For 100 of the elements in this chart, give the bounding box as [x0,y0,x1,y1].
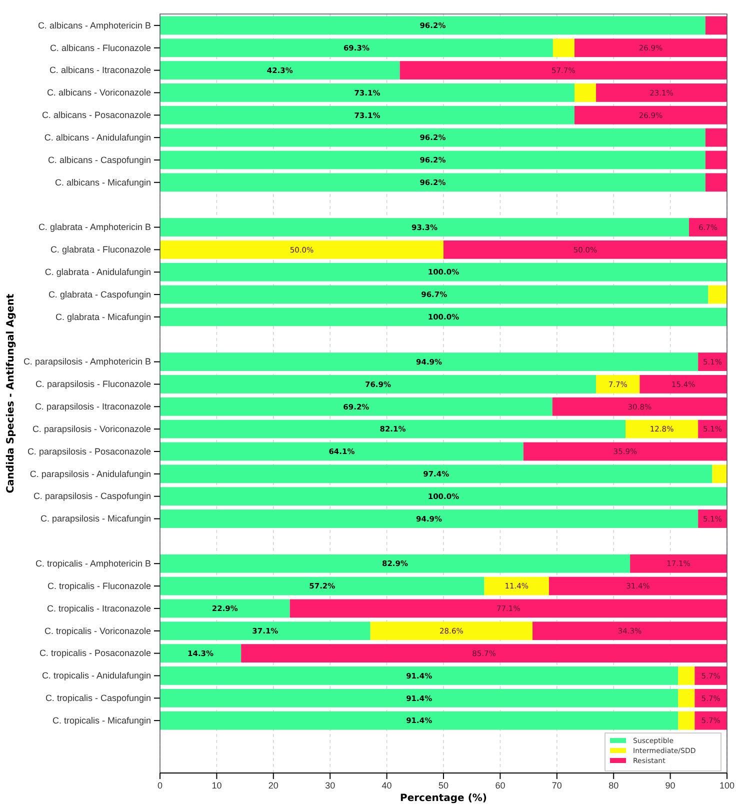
y-tick-label: C. albicans - Posaconazole [42,110,151,120]
bar [160,38,553,58]
bar [712,464,727,484]
bar [160,128,706,147]
bar [160,262,727,282]
bar [523,442,727,461]
bar [708,285,727,304]
bar [698,510,727,528]
bar [160,218,690,236]
bar [705,150,727,170]
bar [160,442,524,461]
bar [160,61,400,80]
bar [241,644,727,662]
bar [160,420,626,438]
y-tick-label: C. tropicalis - Voriconazole [44,626,151,636]
y-tick-label: C. albicans - Itraconazole [49,65,151,76]
y-tick-label: C. tropicalis - Amphotericin B [35,558,151,568]
bar [630,554,727,573]
bar [160,375,596,394]
bar [694,711,727,730]
x-tick-label: 60 [495,780,506,790]
bar [160,576,484,596]
bar [694,666,727,685]
y-tick-label: C. parapsilosis - Fluconazole [35,379,151,390]
bar [370,622,533,640]
y-tick-label: C. tropicalis - Fluconazole [47,580,151,591]
x-tick-label: 100 [719,780,735,790]
y-axis-title: Candida Species - Antifungal Agent [6,293,16,494]
bar [160,487,727,506]
y-tick-label: C. tropicalis - Micafungin [52,715,151,726]
x-tick-label: 90 [665,780,676,790]
bar [678,688,695,708]
y-tick-label: C. parapsilosis - Itraconazole [34,402,151,412]
y-tick-label: C. albicans - Anidulafungin [44,132,151,142]
y-tick-label: C. parapsilosis - Amphotericin B [23,356,151,367]
bar [444,240,727,259]
bar [694,688,727,708]
bar [705,16,727,35]
bar [160,711,678,730]
bar [160,285,708,304]
y-tick-label: C. albicans - Voriconazole [46,88,151,98]
bar [596,375,640,394]
bar [548,576,727,596]
bar [705,173,727,192]
x-tick-label: 50 [438,780,449,790]
bar [160,622,370,640]
y-tick-label: C. parapsilosis - Posaconazole [27,446,151,456]
y-tick-label: C. glabrata - Amphotericin B [38,222,151,232]
bar [596,84,727,102]
bar [552,397,727,416]
x-tick-label: 20 [268,780,278,790]
y-tick-label: C. tropicalis - Caspofungin [45,693,151,704]
bar [160,688,678,708]
y-tick-label: C. parapsilosis - Micafungin [40,514,151,524]
y-tick-label: C. parapsilosis - Anidulafungin [30,468,151,479]
bar [160,464,712,484]
x-tick-label: 70 [552,780,562,790]
bar [160,150,706,170]
y-tick-label: C. albicans - Micafungin [54,177,151,188]
x-tick-label: 80 [608,780,619,790]
bar [160,554,630,573]
bar [626,420,698,438]
bar [160,240,444,259]
bar [698,352,727,371]
bar [400,61,727,80]
bar [574,106,727,124]
x-tick-label: 0 [157,780,163,790]
bar [698,420,727,438]
y-tick-label: C. glabrata - Caspofungin [48,289,151,300]
y-tick-label: C. parapsilosis - Voriconazole [32,424,151,434]
y-tick-label: C. albicans - Caspofungin [48,154,151,165]
y-tick-label: C. albicans - Amphotericin B [38,20,151,30]
bar [678,666,695,685]
bar [678,711,695,730]
bar [574,38,727,58]
x-axis-title: Percentage (%) [400,793,487,804]
bar [160,16,706,35]
bar [160,666,678,685]
y-tick-label: C. albicans - Fluconazole [50,42,151,53]
bar [160,308,727,326]
bar [160,599,290,618]
bar [484,576,549,596]
bar [574,84,596,102]
bar [160,510,698,528]
x-tick-label: 30 [325,780,336,790]
bar [160,397,552,416]
bar [552,38,574,58]
bar [532,622,727,640]
x-tick-label: 40 [382,780,392,790]
bar [640,375,727,394]
bar [160,644,242,662]
y-tick-label: C. glabrata - Fluconazole [50,244,151,255]
y-tick-label: C. tropicalis - Itraconazole [46,603,151,614]
y-tick-label: C. tropicalis - Posaconazole [39,648,151,658]
y-tick-label: C. tropicalis - Anidulafungin [42,670,151,681]
bar [290,599,727,618]
bar [160,352,698,371]
bar [689,218,727,236]
y-tick-label: C. parapsilosis - Caspofungin [33,491,151,502]
y-tick-label: C. glabrata - Micafungin [55,312,151,322]
